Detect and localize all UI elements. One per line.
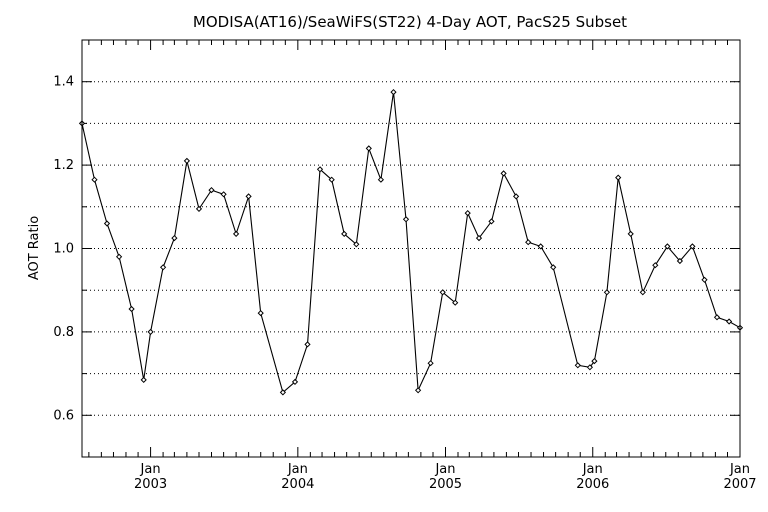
data-point bbox=[676, 257, 684, 265]
data-point bbox=[652, 262, 659, 269]
x-tick-month-label: Jan bbox=[434, 462, 455, 477]
data-point bbox=[147, 328, 154, 336]
chart-title: MODISA(AT16)/SeaWiFS(ST22) 4-Day AOT, Pa… bbox=[193, 13, 627, 31]
data-point bbox=[103, 220, 111, 227]
axis-ticks: 0.60.81.01.21.4Jan2003Jan2004Jan2005Jan2… bbox=[53, 40, 757, 492]
data-point bbox=[128, 305, 135, 313]
series-line bbox=[81, 92, 741, 394]
x-tick-year-label: 2007 bbox=[723, 477, 756, 492]
data-point bbox=[304, 341, 311, 348]
gridlines bbox=[82, 81, 740, 416]
plot-frame bbox=[81, 39, 741, 458]
data-point bbox=[279, 389, 287, 396]
data-point bbox=[512, 193, 520, 200]
data-point bbox=[488, 218, 495, 225]
data-point bbox=[171, 234, 178, 242]
data-point bbox=[689, 243, 696, 250]
data-series bbox=[78, 88, 744, 396]
y-tick-label: 1.0 bbox=[53, 242, 74, 257]
data-point bbox=[291, 378, 299, 386]
data-point bbox=[627, 230, 634, 238]
x-tick-month-label: Jan bbox=[582, 462, 603, 477]
data-point bbox=[550, 264, 557, 271]
data-point bbox=[639, 289, 646, 296]
x-tick-year-label: 2003 bbox=[134, 477, 167, 492]
data-point bbox=[257, 309, 264, 317]
data-point bbox=[603, 289, 611, 296]
data-point bbox=[232, 230, 240, 238]
data-point bbox=[91, 176, 98, 183]
data-point bbox=[725, 318, 733, 325]
data-point bbox=[159, 264, 167, 271]
data-point bbox=[208, 186, 215, 194]
data-point bbox=[615, 174, 622, 181]
data-point bbox=[402, 216, 410, 223]
x-tick-year-label: 2004 bbox=[281, 477, 314, 492]
data-point bbox=[574, 362, 581, 369]
x-tick-month-label: Jan bbox=[287, 462, 308, 477]
data-point bbox=[353, 241, 360, 248]
data-point bbox=[500, 170, 507, 177]
data-point bbox=[115, 253, 123, 260]
y-tick-label: 0.6 bbox=[53, 408, 74, 423]
x-tick-month-label: Jan bbox=[729, 462, 750, 477]
data-point bbox=[245, 193, 252, 200]
y-tick-label: 1.4 bbox=[53, 75, 74, 90]
data-point bbox=[195, 205, 203, 213]
data-point bbox=[464, 209, 471, 217]
data-point bbox=[537, 243, 544, 250]
data-point bbox=[427, 360, 434, 367]
data-point bbox=[439, 289, 446, 296]
data-point bbox=[713, 314, 721, 321]
data-point bbox=[183, 157, 191, 165]
data-point bbox=[220, 191, 227, 198]
data-point bbox=[365, 145, 372, 152]
data-point bbox=[341, 230, 348, 238]
data-point bbox=[586, 364, 594, 371]
data-point bbox=[525, 239, 532, 246]
data-point bbox=[390, 88, 397, 96]
data-point bbox=[316, 166, 324, 173]
x-tick-year-label: 2006 bbox=[576, 477, 609, 492]
y-tick-label: 1.2 bbox=[53, 158, 74, 173]
data-point bbox=[475, 234, 483, 242]
data-point bbox=[414, 387, 422, 394]
data-point bbox=[140, 376, 147, 384]
data-point bbox=[377, 176, 385, 183]
data-point bbox=[664, 243, 671, 250]
data-point bbox=[328, 176, 335, 183]
data-point bbox=[591, 357, 598, 365]
data-point bbox=[701, 276, 708, 283]
x-tick-year-label: 2005 bbox=[429, 477, 462, 492]
data-point bbox=[452, 299, 459, 306]
x-tick-month-label: Jan bbox=[140, 462, 161, 477]
y-axis-label: AOT Ratio bbox=[27, 216, 42, 280]
y-tick-label: 0.8 bbox=[53, 325, 74, 340]
